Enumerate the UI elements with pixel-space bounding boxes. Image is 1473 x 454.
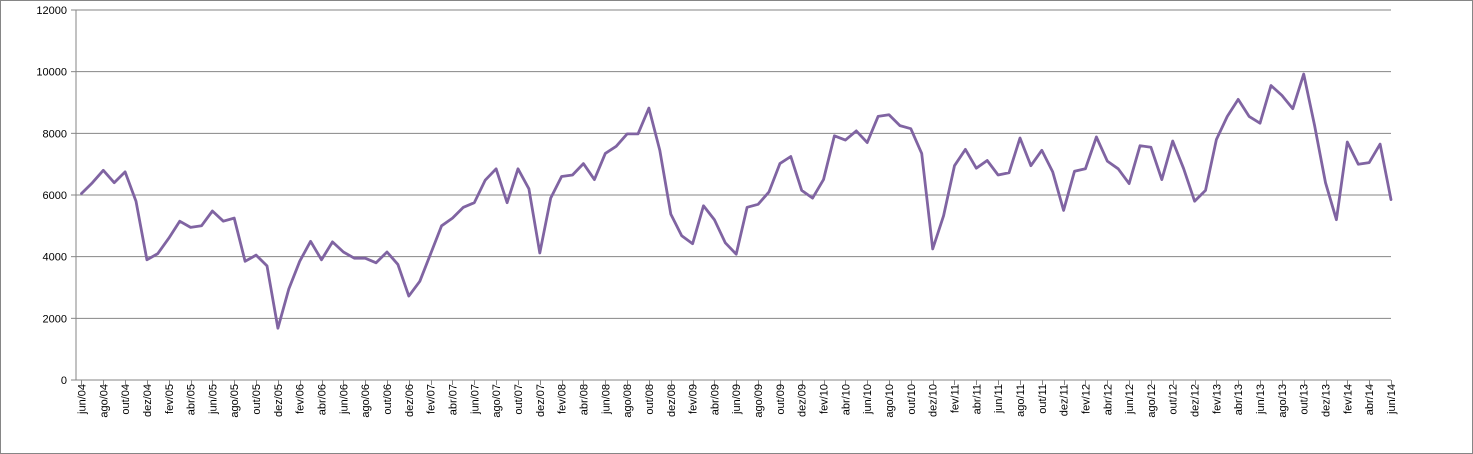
y-tick-label: 8000 — [43, 128, 67, 140]
x-tick-label: dez/10 — [928, 384, 940, 417]
x-tick-label: dez/11 — [1059, 384, 1071, 416]
x-tick-label: abr/11 — [971, 384, 983, 414]
x-tick-label: jun/12 — [1124, 384, 1136, 415]
y-tick-label: 12000 — [36, 5, 67, 17]
x-tick-label: fev/07 — [426, 384, 438, 414]
x-tick-label: out/05 — [251, 384, 263, 415]
x-tick-label: ago/13 — [1277, 384, 1289, 418]
x-tick-label: out/13 — [1299, 384, 1311, 415]
x-tick-label: fev/14 — [1342, 384, 1354, 414]
x-tick-label: ago/11 — [1015, 384, 1027, 417]
x-tick-label: fev/13 — [1211, 384, 1223, 414]
x-tick-label: fev/06 — [295, 384, 307, 414]
x-tick-label: dez/12 — [1190, 384, 1202, 417]
y-tick-label: 10000 — [36, 67, 67, 79]
x-tick-label: dez/07 — [535, 384, 547, 417]
x-tick-label: jun/13 — [1255, 384, 1267, 415]
x-tick-label: jun/11 — [993, 384, 1005, 414]
x-tick-label: out/12 — [1168, 384, 1180, 415]
axes — [75, 10, 1391, 381]
x-tick-label: out/07 — [513, 384, 525, 415]
x-tick-label: out/09 — [775, 384, 787, 415]
x-tick-label: ago/12 — [1146, 384, 1158, 418]
x-tick-label: ago/09 — [753, 384, 765, 418]
x-tick-label: fev/10 — [819, 384, 831, 414]
x-tick-label: dez/05 — [273, 384, 285, 417]
x-tick-label: jun/07 — [469, 384, 481, 415]
x-tick-label: ago/08 — [622, 384, 634, 418]
y-tick-label: 6000 — [43, 190, 67, 202]
x-tick-label: ago/04 — [98, 384, 110, 418]
x-tick-label: jun/06 — [338, 384, 350, 415]
x-tick-label: out/10 — [906, 384, 918, 415]
x-tick-label: fev/11 — [949, 384, 961, 413]
x-tick-label: abr/10 — [840, 384, 852, 415]
x-tick-label: dez/08 — [666, 384, 678, 417]
x-axis-ticks: jun/04 ago/04 out/04 dez/04 fev/05 abr/05 jun/… — [76, 380, 1398, 418]
x-tick-label: dez/13 — [1321, 384, 1333, 417]
x-tick-label: abr/08 — [578, 384, 590, 415]
x-tick-label: abr/07 — [447, 384, 459, 415]
x-tick-label: fev/09 — [688, 384, 700, 414]
series-line — [80, 72, 1393, 330]
x-tick-label: abr/05 — [186, 384, 198, 415]
x-tick-label: fev/05 — [164, 384, 176, 414]
x-tick-label: dez/06 — [404, 384, 416, 417]
x-tick-label: fev/08 — [557, 384, 569, 414]
x-tick-label: abr/06 — [317, 384, 329, 415]
x-tick-label: jun/09 — [731, 384, 743, 415]
y-tick-label: 4000 — [43, 252, 67, 264]
x-tick-label: jun/10 — [862, 384, 874, 415]
y-tick-label: 2000 — [43, 313, 67, 325]
y-tick-label: 0 — [61, 375, 67, 387]
y-axis-ticks: 0 2000 4000 6000 8000 10000 12000 — [36, 5, 76, 387]
x-tick-label: jun/04 — [76, 384, 88, 415]
x-tick-label: jun/05 — [207, 384, 219, 415]
x-tick-label: abr/13 — [1233, 384, 1245, 415]
x-tick-label: jun/08 — [600, 384, 612, 415]
x-tick-label: out/11 — [1037, 384, 1049, 414]
grid-lines — [76, 9, 1391, 319]
x-tick-label: dez/04 — [142, 384, 154, 417]
x-tick-label: ago/07 — [491, 384, 503, 418]
x-tick-label: out/08 — [644, 384, 656, 415]
series-layer — [80, 72, 1393, 330]
x-tick-label: abr/12 — [1102, 384, 1114, 415]
x-tick-label: jun/14 — [1386, 384, 1398, 415]
x-tick-label: ago/06 — [360, 384, 372, 418]
x-tick-label: out/04 — [120, 384, 132, 415]
x-tick-label: ago/10 — [884, 384, 896, 418]
x-tick-label: ago/05 — [229, 384, 241, 418]
x-tick-label: fev/12 — [1080, 384, 1092, 414]
x-tick-label: abr/14 — [1364, 384, 1376, 415]
x-tick-label: out/06 — [382, 384, 394, 415]
x-tick-label: abr/09 — [709, 384, 721, 415]
x-tick-label: dez/09 — [797, 384, 809, 417]
